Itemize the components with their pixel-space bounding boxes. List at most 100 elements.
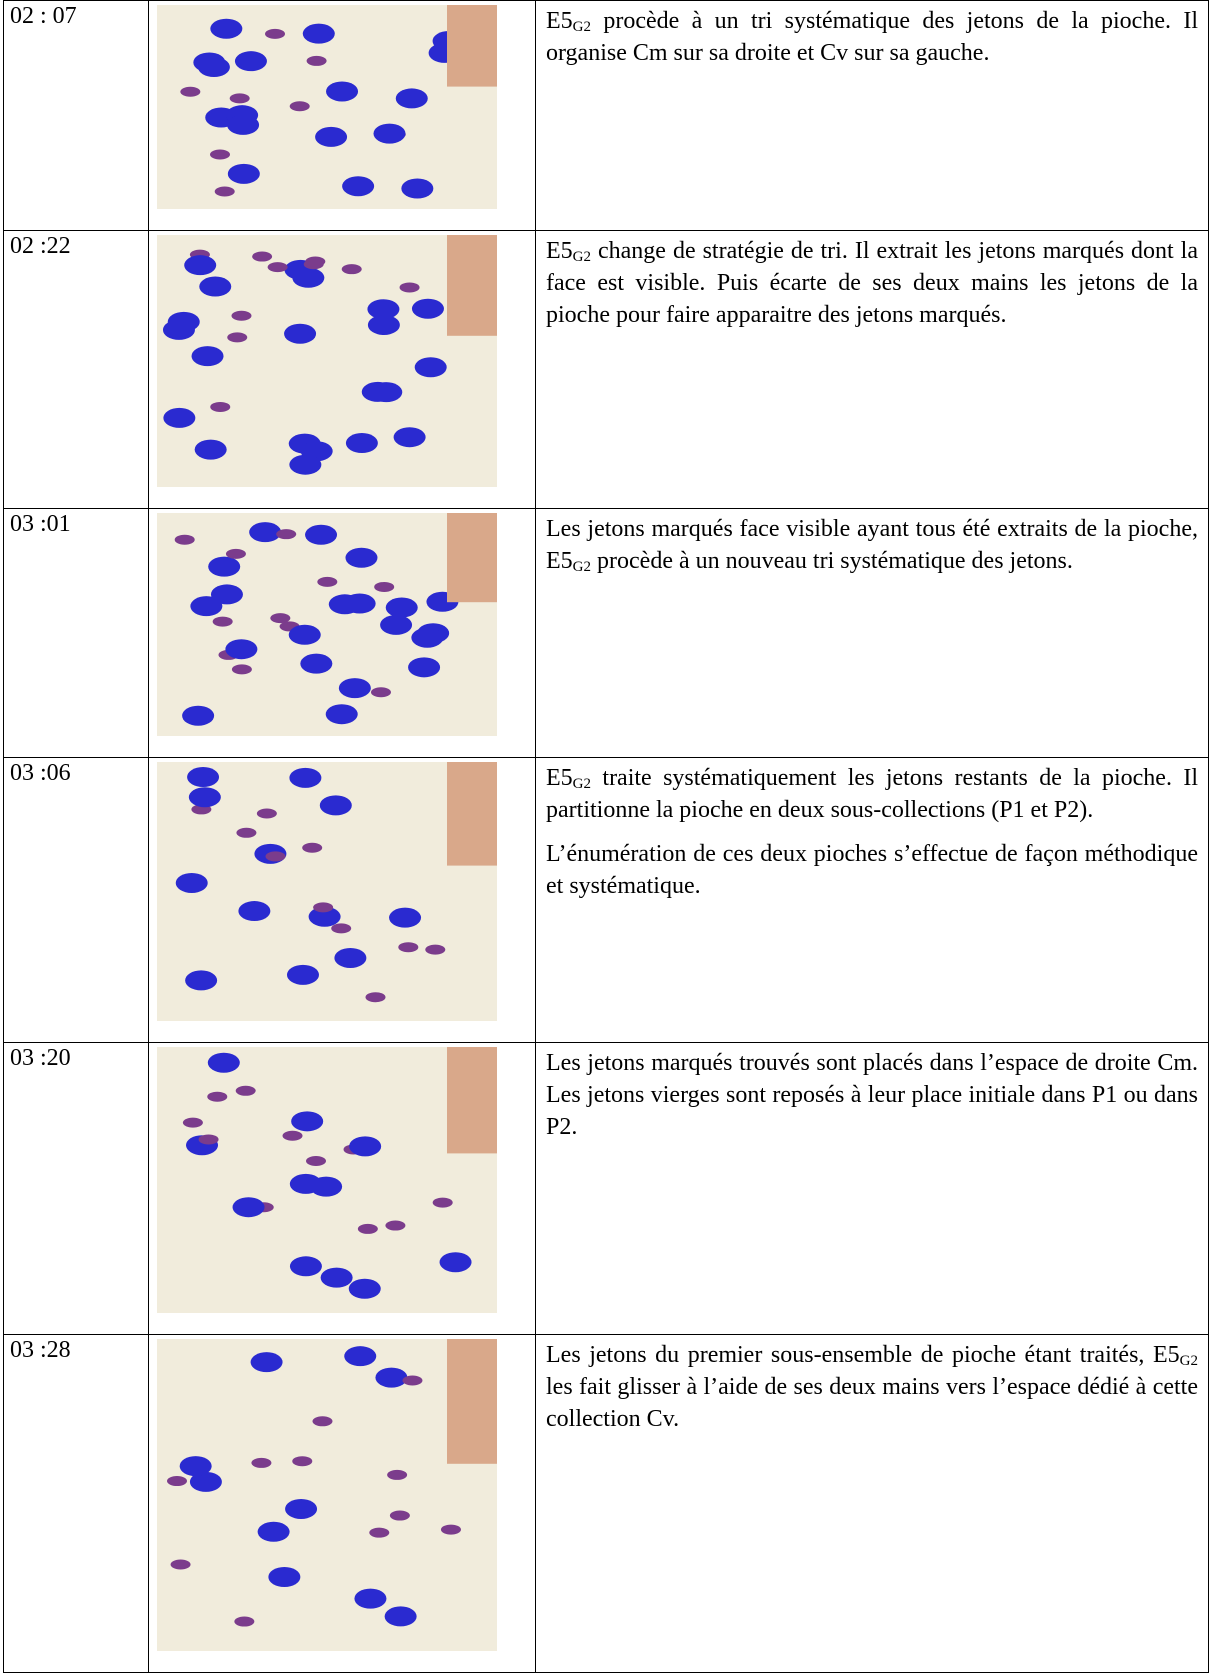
token <box>380 614 413 635</box>
token <box>300 653 333 674</box>
token <box>210 401 231 412</box>
token <box>251 1457 272 1468</box>
token <box>170 1559 191 1570</box>
paragraph: E5G2 traite systématiquement les jetons … <box>546 762 1198 826</box>
subscript: G2 <box>572 776 592 792</box>
image-cell <box>148 0 536 231</box>
token <box>395 88 428 109</box>
photo <box>157 513 497 736</box>
image-cell <box>148 508 536 758</box>
hand <box>447 513 497 603</box>
token <box>349 1136 382 1157</box>
token <box>162 319 195 340</box>
token <box>249 522 282 543</box>
token <box>227 332 248 343</box>
paragraph: Les jetons marqués trouvés sont placés d… <box>546 1047 1198 1143</box>
token <box>375 1367 408 1388</box>
token <box>334 947 367 968</box>
token <box>398 942 419 953</box>
token <box>167 1476 188 1487</box>
table-row: 03 :01 Les jetons marqués face visible ay… <box>3 508 1209 758</box>
token <box>342 176 375 197</box>
text-run: Les jetons marqués trouvés sont placés d… <box>546 1050 1198 1140</box>
token <box>185 970 218 991</box>
photo <box>157 1339 497 1651</box>
token <box>439 1252 472 1273</box>
token <box>199 276 232 297</box>
description-cell: E5G2 procède à un tri systématique des j… <box>535 0 1209 231</box>
time-cell: 02 : 07 <box>3 0 149 231</box>
token <box>289 454 322 475</box>
time-cell: 03 :01 <box>3 508 149 758</box>
token <box>187 767 220 788</box>
token <box>292 267 325 288</box>
description-cell: E5G2 traite systématiquement les jetons … <box>535 757 1209 1043</box>
token <box>385 597 418 618</box>
token <box>354 1588 387 1609</box>
text-run: E5 <box>546 765 573 791</box>
token <box>341 264 362 275</box>
token <box>198 1134 219 1145</box>
photo <box>157 762 497 1021</box>
time-cell: 02 :22 <box>3 230 149 509</box>
photo <box>157 1047 497 1313</box>
token <box>270 613 291 624</box>
hand <box>447 762 497 866</box>
paragraph: E5G2 procède à un tri systématique des j… <box>546 5 1198 69</box>
token <box>232 1197 265 1218</box>
token <box>208 556 241 577</box>
paragraph: Les jetons du premier sous-ensemble de p… <box>546 1339 1198 1435</box>
token <box>331 923 352 934</box>
text-run: procède à un nouveau tri systématique de… <box>591 548 1073 574</box>
table-row: 03 :28 Les jetons du premier sous-ensembl… <box>3 1334 1209 1673</box>
token <box>305 1155 326 1166</box>
token <box>194 439 227 460</box>
text-run: Les jetons du premier sous-ensemble de p… <box>546 1342 1180 1368</box>
token <box>369 1527 390 1538</box>
token <box>345 433 378 454</box>
subscript: G2 <box>572 559 592 575</box>
time-cell: 03 :20 <box>3 1042 149 1335</box>
token <box>384 1606 417 1627</box>
token <box>175 872 208 893</box>
table-surface <box>157 513 497 736</box>
table-row: 03 :20 Les jetons marqués trouvés sont pl… <box>3 1042 1209 1335</box>
table-surface <box>157 1339 497 1651</box>
description-cell: E5G2 change de stratégie de tri. Il extr… <box>535 230 1209 509</box>
token <box>174 534 195 545</box>
image-cell <box>148 1042 536 1335</box>
table-row: 02 : 07 E5G2 procède à un tri systématiqu… <box>3 0 1209 231</box>
observation-table: 02 : 07 E5G2 procède à un tri systématiqu… <box>3 0 1209 1673</box>
token <box>288 624 321 645</box>
subscript: G2 <box>572 249 592 265</box>
token <box>207 1052 240 1073</box>
token <box>285 1498 318 1519</box>
token <box>291 1111 324 1132</box>
token <box>210 584 243 605</box>
token <box>257 1521 290 1542</box>
description-cell: Les jetons marqués trouvés sont placés d… <box>535 1042 1209 1335</box>
token <box>325 704 358 725</box>
text-run: change de stratégie de tri. Il extrait l… <box>546 238 1198 328</box>
token <box>302 842 323 853</box>
token <box>286 964 319 985</box>
token <box>236 827 257 838</box>
token <box>225 639 258 660</box>
token <box>303 259 324 270</box>
token <box>370 687 391 698</box>
text-run: E5 <box>546 8 573 34</box>
paragraph: E5G2 change de stratégie de tri. Il extr… <box>546 235 1198 331</box>
hand <box>447 235 497 336</box>
token <box>305 524 338 545</box>
token <box>189 1471 222 1492</box>
description-cell: Les jetons du premier sous-ensemble de p… <box>535 1334 1209 1673</box>
token <box>320 1267 353 1288</box>
token <box>188 787 221 808</box>
token <box>289 101 310 112</box>
photo <box>157 235 497 487</box>
token <box>440 1524 461 1535</box>
token <box>432 1197 453 1208</box>
hand <box>447 1339 497 1464</box>
token <box>182 1117 203 1128</box>
token <box>182 705 215 726</box>
